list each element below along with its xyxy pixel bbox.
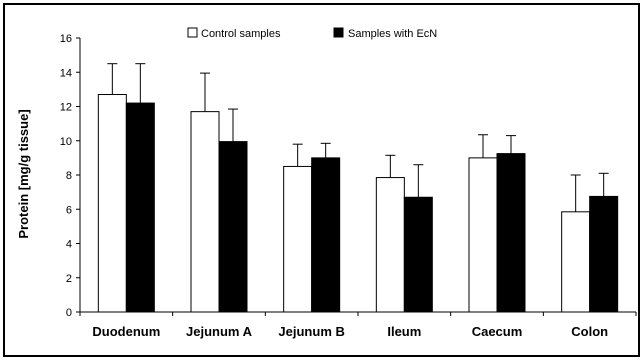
legend: Control samples Samples with EcN bbox=[187, 27, 437, 40]
y-tick-label: 14 bbox=[60, 67, 72, 79]
bar-ecn bbox=[218, 141, 248, 313]
bar-ecn bbox=[125, 102, 155, 313]
x-tick-label: Jejunum B bbox=[278, 324, 344, 339]
bar-ecn bbox=[589, 195, 619, 313]
x-tick-label: Jejunum A bbox=[186, 324, 253, 339]
bar-control bbox=[190, 111, 220, 313]
bar-ecn bbox=[403, 196, 433, 313]
bars bbox=[97, 63, 619, 313]
bar-control bbox=[468, 157, 498, 313]
chart-border bbox=[3, 3, 640, 357]
y-tick-label: 6 bbox=[66, 204, 72, 216]
bar-control bbox=[375, 177, 405, 313]
x-tick-label: Colon bbox=[571, 324, 608, 339]
legend-label-ecn: Samples with EcN bbox=[348, 28, 437, 40]
y-tick-label: 16 bbox=[60, 33, 72, 45]
y-tick-label: 2 bbox=[66, 273, 72, 285]
legend-swatch-ecn bbox=[333, 27, 344, 38]
bar-control bbox=[561, 211, 591, 313]
x-tick-label: Caecum bbox=[472, 324, 523, 339]
y-tick-label: 0 bbox=[66, 307, 72, 319]
y-tick-label: 12 bbox=[60, 102, 72, 114]
y-axis-label: Protein [mg/g tissue] bbox=[16, 109, 31, 238]
bar-control bbox=[97, 94, 127, 313]
x-tick-label: Duodenum bbox=[92, 324, 160, 339]
legend-label-control: Control samples bbox=[201, 28, 281, 40]
y-axis: 0 2 4 6 8 10 12 14 16 bbox=[60, 33, 81, 319]
legend-swatch-control bbox=[187, 27, 198, 38]
bar-control bbox=[283, 165, 313, 313]
y-tick-label: 10 bbox=[60, 136, 72, 148]
x-tick-label: Ileum bbox=[387, 324, 421, 339]
bar-ecn bbox=[496, 153, 526, 313]
y-tick-label: 8 bbox=[66, 170, 72, 182]
x-axis: Duodenum Jejunum A Jejunum B Ileum Caecum Col… bbox=[79, 311, 637, 339]
y-tick-label: 4 bbox=[66, 239, 72, 251]
bar-ecn bbox=[311, 157, 341, 313]
